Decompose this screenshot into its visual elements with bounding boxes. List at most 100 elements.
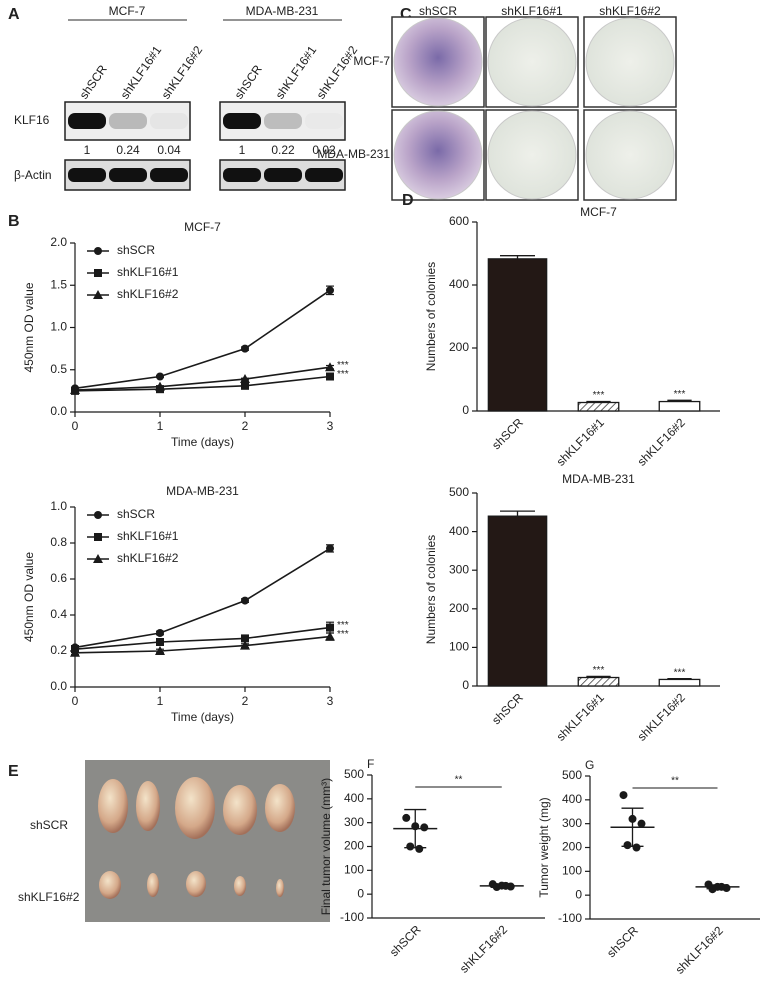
lane-label: shKLF16#2 xyxy=(314,43,361,102)
y-axis-label: 450nm OD value xyxy=(22,552,36,642)
tumor xyxy=(186,871,206,897)
bar xyxy=(577,401,620,412)
series-line xyxy=(74,375,331,392)
marker xyxy=(326,286,334,295)
y-tick-label: 600 xyxy=(449,214,469,228)
legend-label: shSCR xyxy=(117,507,155,521)
y-tick-label: 400 xyxy=(344,791,364,805)
quantification-label: 1 xyxy=(84,143,91,157)
significance-label: *** xyxy=(337,360,349,371)
series-line xyxy=(74,635,331,654)
y-axis-label: Numbers of colonies xyxy=(424,535,438,644)
legend-marker xyxy=(94,533,102,541)
y-tick-label: 0 xyxy=(462,678,469,692)
row-label: shKLF16#2 xyxy=(18,890,80,904)
bar xyxy=(487,515,548,687)
y-tick-label: 400 xyxy=(449,524,469,538)
row-label: MCF-7 xyxy=(353,54,390,68)
tumor xyxy=(265,784,295,832)
data-point xyxy=(406,842,415,851)
data-point xyxy=(628,814,637,823)
y-tick-label: 0 xyxy=(357,886,364,900)
x-tick-label: shSCR xyxy=(604,923,641,960)
error-bar xyxy=(500,510,535,517)
tumor xyxy=(175,777,215,839)
y-tick-label: 200 xyxy=(344,839,364,853)
x-tick-label: 0 xyxy=(72,694,79,708)
klf16-band xyxy=(109,113,147,129)
legend-label: shKLF16#2 xyxy=(117,287,179,301)
y-tick-label: 0 xyxy=(462,403,469,417)
x-tick-label: 3 xyxy=(327,419,334,433)
row-label: MDA-MB-231 xyxy=(317,147,390,161)
x-tick-label: 0 xyxy=(72,419,79,433)
lane-label: shKLF16#1 xyxy=(273,43,320,102)
marker xyxy=(70,647,80,657)
lane-label: shSCR xyxy=(232,62,265,101)
y-tick-label: 0.4 xyxy=(50,607,67,621)
colony-dish xyxy=(393,110,483,200)
chart-title: MDA-MB-231 xyxy=(166,484,239,498)
tumor xyxy=(98,779,128,833)
marker xyxy=(326,544,334,553)
tumor xyxy=(147,873,159,897)
lane-label: shKLF16#1 xyxy=(118,43,165,102)
x-tick-label: shKLF16#2 xyxy=(673,923,727,977)
x-axis-label: Time (days) xyxy=(171,710,234,724)
lane-label: shSCR xyxy=(77,62,110,101)
tumor xyxy=(276,879,284,897)
x-tick-label: shKLF16#1 xyxy=(554,690,608,744)
actin-band xyxy=(150,168,188,182)
y-tick-label: -100 xyxy=(558,911,582,925)
x-tick-label: 2 xyxy=(242,419,249,433)
klf16-band xyxy=(150,113,188,129)
data-point xyxy=(632,843,641,852)
y-tick-label: 500 xyxy=(449,485,469,499)
data-point xyxy=(623,841,632,850)
panel-letter: B xyxy=(8,213,20,230)
quantification-label: 1 xyxy=(239,143,246,157)
row-label: KLF16 xyxy=(14,113,50,127)
significance-label: ** xyxy=(455,775,463,786)
significance-label: *** xyxy=(337,629,349,640)
y-tick-label: 0.6 xyxy=(50,571,67,585)
legend-label: shKLF16#1 xyxy=(117,265,179,279)
data-point xyxy=(402,813,411,822)
klf16-band xyxy=(223,113,261,129)
column-label: shKLF16#2 xyxy=(599,4,661,18)
marker xyxy=(241,634,249,643)
tumor xyxy=(136,781,160,831)
significance-label: *** xyxy=(674,667,686,678)
marker xyxy=(156,372,164,381)
significance-label: *** xyxy=(593,390,605,401)
x-tick-label: shSCR xyxy=(489,415,526,452)
y-axis-label: Tumor weight (mg) xyxy=(537,797,551,897)
x-tick-label: shKLF16#1 xyxy=(554,415,608,469)
y-tick-label: 100 xyxy=(449,640,469,654)
y-tick-label: 200 xyxy=(562,840,582,854)
marker xyxy=(241,596,249,605)
significance-label: *** xyxy=(593,665,605,676)
y-tick-label: 300 xyxy=(449,562,469,576)
quantification-label: 0.02 xyxy=(312,143,336,157)
y-axis-label: 450nm OD value xyxy=(22,282,36,372)
y-tick-label: 1.5 xyxy=(50,277,67,291)
klf16-band xyxy=(68,113,106,129)
tumor xyxy=(99,871,121,899)
marker xyxy=(241,344,249,353)
y-tick-label: 0 xyxy=(575,887,582,901)
marker xyxy=(156,629,164,637)
x-tick-label: 3 xyxy=(327,694,334,708)
chart-title: MCF-7 xyxy=(580,205,617,219)
column-label: shSCR xyxy=(419,4,457,18)
series-line xyxy=(74,366,331,391)
x-tick-label: shKLF16#2 xyxy=(457,922,511,976)
series-line xyxy=(74,626,331,650)
actin-band xyxy=(264,168,302,182)
significance-label: *** xyxy=(337,620,349,631)
bar xyxy=(658,400,701,412)
y-tick-label: -100 xyxy=(340,910,364,924)
data-point xyxy=(637,819,646,828)
data-point xyxy=(492,883,501,892)
panel-letter: A xyxy=(8,6,20,23)
